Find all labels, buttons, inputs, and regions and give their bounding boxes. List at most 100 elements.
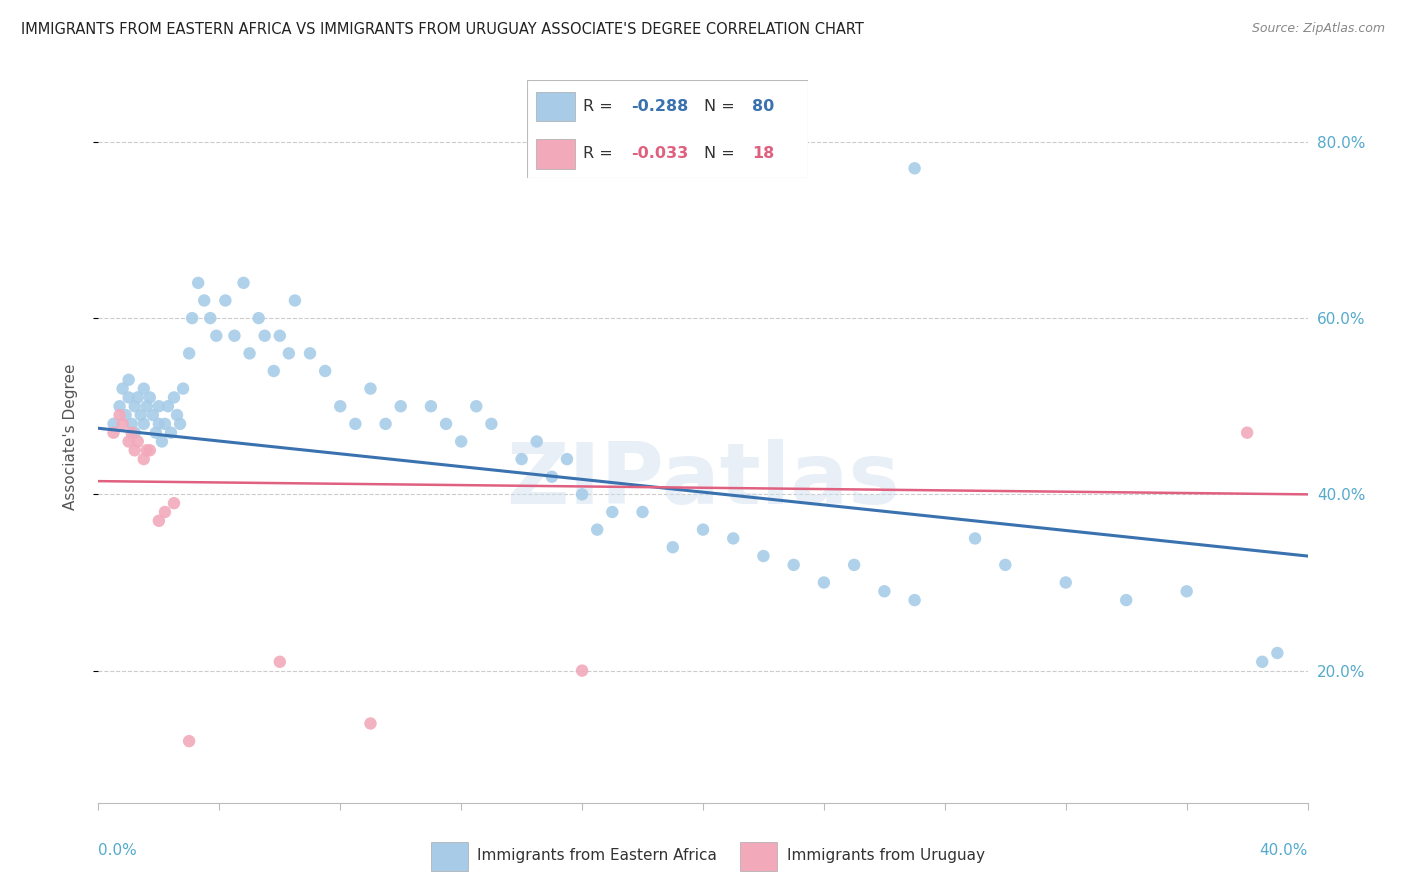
Point [965, 532, 987, 546]
Point [132, 417, 155, 431]
FancyBboxPatch shape [536, 139, 575, 169]
Point [526, 434, 548, 449]
Point [904, 593, 927, 607]
Point [586, 523, 609, 537]
Text: R =: R = [583, 146, 619, 161]
Point [108, 408, 131, 422]
Point [434, 417, 457, 431]
Point [205, 328, 228, 343]
Point [571, 487, 593, 501]
Point [314, 364, 336, 378]
Point [148, 417, 170, 431]
Point [631, 505, 654, 519]
Point [121, 425, 143, 440]
Point [1267, 646, 1289, 660]
FancyBboxPatch shape [536, 92, 575, 121]
Point [1115, 593, 1137, 607]
Point [156, 399, 179, 413]
Point [994, 558, 1017, 572]
Text: ZIPatlas: ZIPatlas [506, 440, 900, 523]
Point [142, 408, 165, 422]
FancyBboxPatch shape [430, 842, 468, 871]
Point [904, 161, 927, 176]
Point [103, 425, 125, 440]
Point [465, 399, 488, 413]
Text: Source: ZipAtlas.com: Source: ZipAtlas.com [1251, 22, 1385, 36]
Point [873, 584, 896, 599]
Point [121, 417, 143, 431]
Point [232, 276, 254, 290]
Point [1236, 425, 1258, 440]
Point [124, 443, 146, 458]
Point [284, 293, 307, 308]
Point [160, 425, 183, 440]
Point [329, 399, 352, 413]
Point [344, 417, 367, 431]
Text: 18: 18 [752, 146, 775, 161]
Point [450, 434, 472, 449]
Point [145, 425, 167, 440]
Point [374, 417, 396, 431]
Point [150, 434, 173, 449]
Point [360, 382, 382, 396]
Point [114, 408, 136, 422]
Point [139, 391, 162, 405]
Point [127, 391, 149, 405]
Point [169, 417, 191, 431]
Point [752, 549, 775, 563]
Point [153, 417, 176, 431]
Point [571, 664, 593, 678]
FancyBboxPatch shape [740, 842, 778, 871]
Point [299, 346, 322, 360]
Point [124, 425, 146, 440]
Point [135, 399, 157, 413]
Text: Immigrants from Eastern Africa: Immigrants from Eastern Africa [477, 848, 717, 863]
Point [193, 293, 215, 308]
Point [844, 558, 866, 572]
Point [172, 382, 194, 396]
Point [692, 523, 714, 537]
Point [247, 311, 270, 326]
Point [200, 311, 222, 326]
Text: IMMIGRANTS FROM EASTERN AFRICA VS IMMIGRANTS FROM URUGUAY ASSOCIATE'S DEGREE COR: IMMIGRANTS FROM EASTERN AFRICA VS IMMIGR… [21, 22, 863, 37]
Point [420, 399, 443, 413]
Point [118, 391, 141, 405]
Point [135, 443, 157, 458]
Text: N =: N = [704, 99, 741, 114]
Point [181, 311, 204, 326]
Point [360, 716, 382, 731]
Point [602, 505, 624, 519]
Point [1175, 584, 1198, 599]
Point [783, 558, 806, 572]
Point [139, 443, 162, 458]
Point [723, 532, 745, 546]
Point [163, 496, 186, 510]
Point [481, 417, 503, 431]
Point [153, 505, 176, 519]
Point [127, 434, 149, 449]
Point [661, 540, 683, 554]
Point [253, 328, 276, 343]
Point [118, 434, 141, 449]
Point [166, 408, 188, 422]
Point [555, 452, 578, 467]
Text: -0.033: -0.033 [631, 146, 689, 161]
Text: Immigrants from Uruguay: Immigrants from Uruguay [786, 848, 984, 863]
Point [813, 575, 835, 590]
Point [148, 514, 170, 528]
Y-axis label: Associate's Degree: Associate's Degree [63, 364, 77, 510]
Point [540, 469, 562, 483]
Text: 40.0%: 40.0% [1260, 843, 1308, 858]
Point [277, 346, 299, 360]
Point [1251, 655, 1274, 669]
Point [148, 399, 170, 413]
Point [1054, 575, 1077, 590]
Text: 0.0%: 0.0% [98, 843, 138, 858]
Point [124, 399, 146, 413]
Point [179, 346, 201, 360]
Text: R =: R = [583, 99, 619, 114]
Point [118, 373, 141, 387]
Point [111, 417, 134, 431]
Point [263, 364, 285, 378]
Text: -0.288: -0.288 [631, 99, 689, 114]
